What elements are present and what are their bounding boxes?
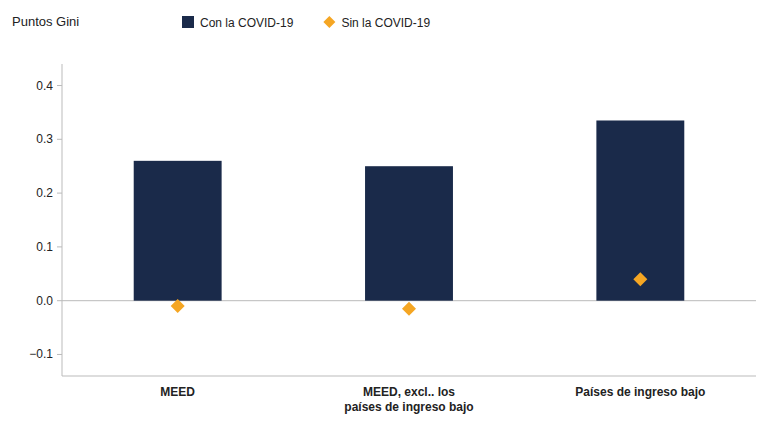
y-tick-label: 0.3 — [36, 132, 53, 146]
y-tick — [57, 85, 62, 86]
legend-swatch — [182, 16, 194, 28]
x-tick-label: Países de ingreso bajo — [575, 385, 705, 399]
background — [0, 0, 780, 438]
y-tick-label: 0.4 — [36, 79, 53, 93]
x-tick-label-line: MEED, excl.. los — [363, 385, 455, 399]
x-tick-label-line: Países de ingreso bajo — [575, 385, 705, 399]
plot-area — [134, 120, 685, 315]
diamond-marker — [633, 272, 647, 286]
y-tick — [57, 300, 62, 301]
legend-label: Con la COVID-19 — [200, 16, 294, 30]
diamond-marker — [171, 299, 185, 313]
x-tick-label-line: MEED — [160, 385, 195, 399]
x-tick-label: MEED — [160, 385, 195, 399]
y-tick-label: 0.2 — [36, 186, 53, 200]
bar — [365, 166, 453, 300]
y-tick — [57, 354, 62, 355]
bar — [596, 120, 684, 300]
y-axis-line — [62, 64, 63, 376]
x-axis-line — [62, 376, 756, 377]
legend-label: Sin la COVID-19 — [341, 16, 430, 30]
y-tick-label: 0.0 — [36, 294, 53, 308]
legend-swatch — [323, 16, 335, 28]
y-tick — [57, 193, 62, 194]
x-tick-label-line: países de ingreso bajo — [344, 400, 473, 414]
diamond-marker — [402, 302, 416, 316]
bar — [134, 161, 222, 301]
chart: −0.1 0.0 0.1 0.2 0.3 0.4 Puntos Gini MEED MEED, … — [0, 0, 780, 438]
y-tick — [57, 139, 62, 140]
y-axis-label: Puntos Gini — [12, 14, 79, 29]
y-tick — [57, 246, 62, 247]
y-tick-label: −0.1 — [29, 347, 53, 361]
x-tick-label: MEED, excl.. lospaíses de ingreso bajo — [344, 385, 473, 414]
legend: Con la COVID-19 Sin la COVID-19 — [182, 16, 430, 30]
y-tick-label: 0.1 — [36, 240, 53, 254]
